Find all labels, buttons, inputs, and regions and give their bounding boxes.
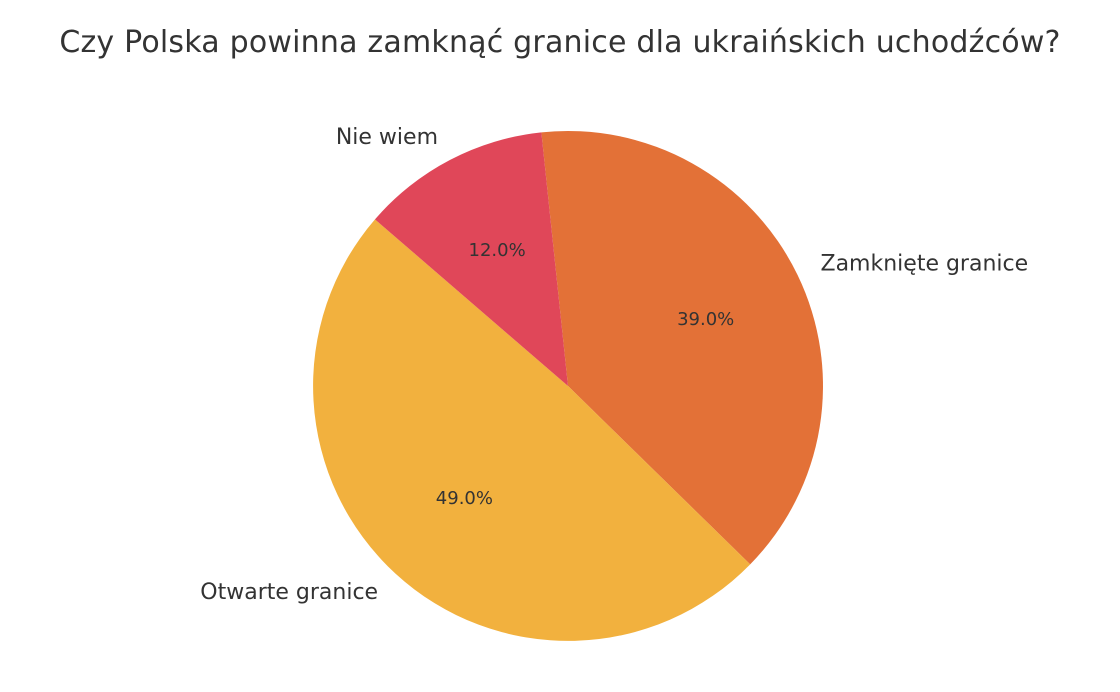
pie-category-label-otwarte-granice: Otwarte granice [200,580,378,605]
pie-category-label-nie-wiem: Nie wiem [336,125,438,150]
pie-slice-otwarte-granice [313,219,751,641]
chart-title: Czy Polska powinna zamknąć granice dla u… [59,25,1061,60]
pie-labels: 39.0% Zamknięte granice 49.0% Otwarte grani… [200,125,1028,605]
pie-slices [313,131,823,641]
pie-slice-zamkniete-granice [541,131,823,565]
pie-pct-label-zamkniete-granice: 39.0% [677,309,734,330]
pie-category-label-zamkniete-granice: Zamknięte granice [821,251,1029,276]
pie-pct-label-nie-wiem: 12.0% [469,240,526,261]
pie-slice-nie-wiem [374,132,568,386]
pie-pct-label-otwarte-granice: 49.0% [436,488,493,509]
